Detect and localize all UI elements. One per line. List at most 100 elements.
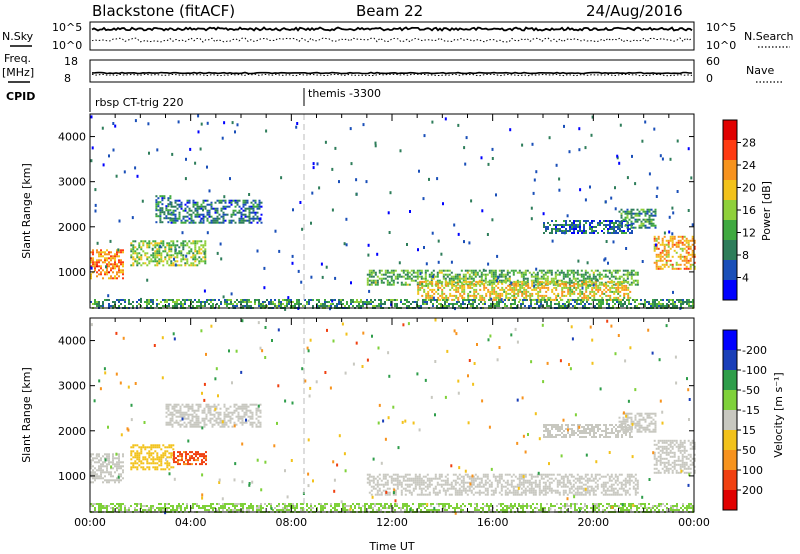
heatmap-cell: [215, 419, 218, 422]
heatmap-cell: [414, 481, 417, 484]
heatmap-cell: [154, 258, 157, 261]
heatmap-cell: [599, 220, 601, 222]
heatmap-cell: [207, 411, 210, 414]
heatmap-cell: [136, 462, 139, 465]
heatmap-cell: [98, 475, 100, 478]
heatmap-cell: [222, 211, 225, 214]
heatmap-cell: [658, 303, 660, 305]
heatmap-cell: [176, 301, 178, 303]
heatmap-cell: [530, 489, 533, 492]
heatmap-cell: [504, 485, 507, 488]
heatmap-cell: [626, 214, 629, 217]
heatmap-cell: [556, 299, 558, 301]
heatmap-cell: [506, 493, 509, 496]
heatmap-cell: [562, 489, 565, 492]
heatmap-cell: [551, 239, 554, 243]
heatmap-cell: [192, 221, 195, 224]
heatmap-cell: [420, 489, 423, 492]
heatmap-cell: [130, 458, 133, 461]
heatmap-cell: [511, 290, 514, 293]
heatmap-cell: [192, 201, 195, 204]
heatmap-cell: [506, 491, 509, 494]
heatmap-cell: [671, 263, 674, 266]
heatmap-cell: [424, 301, 426, 303]
heatmap-cell: [432, 275, 435, 279]
heatmap-cell: [578, 127, 581, 131]
heatmap-cell: [108, 277, 110, 280]
heatmap-cell: [196, 252, 199, 255]
heatmap-cell: [577, 220, 579, 222]
heatmap-cell: [569, 292, 572, 295]
heatmap-cell: [414, 487, 417, 490]
heatmap-cell: [446, 473, 449, 476]
heatmap-cell: [491, 288, 494, 291]
heatmap-cell: [175, 457, 177, 460]
heatmap-cell: [262, 301, 264, 303]
heatmap-cell: [462, 477, 465, 480]
heatmap-cell: [194, 250, 197, 253]
heatmap-cell: [624, 212, 627, 215]
heatmap-cell: [451, 282, 454, 285]
heatmap-cell: [653, 245, 656, 248]
heatmap-cell: [585, 222, 587, 224]
heatmap-cell: [549, 298, 552, 301]
heatmap-cell: [425, 262, 428, 266]
heatmap-cell: [173, 413, 176, 416]
heatmap-cell: [392, 493, 395, 496]
heatmap-cell: [206, 121, 209, 125]
heatmap-cell: [130, 303, 132, 305]
heatmap-cell: [418, 487, 421, 490]
heatmap-cell: [199, 147, 202, 151]
heatmap-cell: [580, 269, 583, 272]
heatmap-cell: [194, 221, 197, 224]
heatmap-cell: [631, 154, 633, 158]
heatmap-cell: [688, 299, 690, 301]
heatmap-cell: [522, 299, 524, 301]
heatmap-cell: [452, 283, 455, 286]
heatmap-cell: [211, 405, 214, 408]
heatmap-cell: [445, 294, 448, 297]
heatmap-cell: [181, 411, 184, 414]
heatmap-cell: [259, 425, 262, 428]
heatmap-cell: [182, 254, 185, 257]
heatmap-cell: [160, 462, 163, 465]
heatmap-cell: [558, 493, 561, 496]
heatmap-cell: [228, 303, 230, 305]
heatmap-cell: [626, 222, 629, 225]
heatmap-cell: [382, 473, 385, 476]
heatmap-cell: [187, 463, 189, 466]
heatmap-cell: [464, 489, 467, 492]
heatmap-cell: [609, 298, 612, 301]
heatmap-cell: [441, 296, 444, 299]
heatmap-cell: [244, 209, 247, 212]
heatmap-cell: [494, 475, 497, 478]
heatmap-cell: [610, 196, 613, 200]
heatmap-cell: [495, 294, 498, 297]
heatmap-cell: [598, 273, 601, 276]
heatmap-cell: [188, 250, 191, 253]
heatmap-cell: [501, 288, 504, 291]
heatmap-cell: [386, 479, 389, 482]
heatmap-cell: [166, 456, 169, 459]
heatmap-cell: [136, 301, 138, 303]
heatmap-cell: [509, 286, 512, 289]
heatmap-cell: [372, 481, 375, 484]
heatmap-cell: [404, 475, 407, 478]
heatmap-cell: [374, 271, 377, 274]
heatmap-cell: [661, 249, 664, 252]
heatmap-cell: [578, 299, 580, 301]
heatmap-cell: [509, 284, 512, 287]
heatmap-cell: [672, 211, 675, 215]
heatmap-cell: [576, 273, 579, 276]
heatmap-cell: [524, 481, 527, 484]
heatmap-cell: [386, 473, 389, 476]
heatmap-cell: [538, 304, 541, 308]
heatmap-cell: [534, 481, 537, 484]
heatmap-cell: [180, 201, 183, 204]
heatmap-cell: [150, 454, 153, 457]
heatmap-cell: [422, 487, 425, 490]
heatmap-cell: [229, 415, 232, 418]
heatmap-cell: [544, 493, 547, 496]
colorbar-tick-label: 8: [742, 249, 749, 262]
heatmap-cell: [595, 284, 598, 287]
